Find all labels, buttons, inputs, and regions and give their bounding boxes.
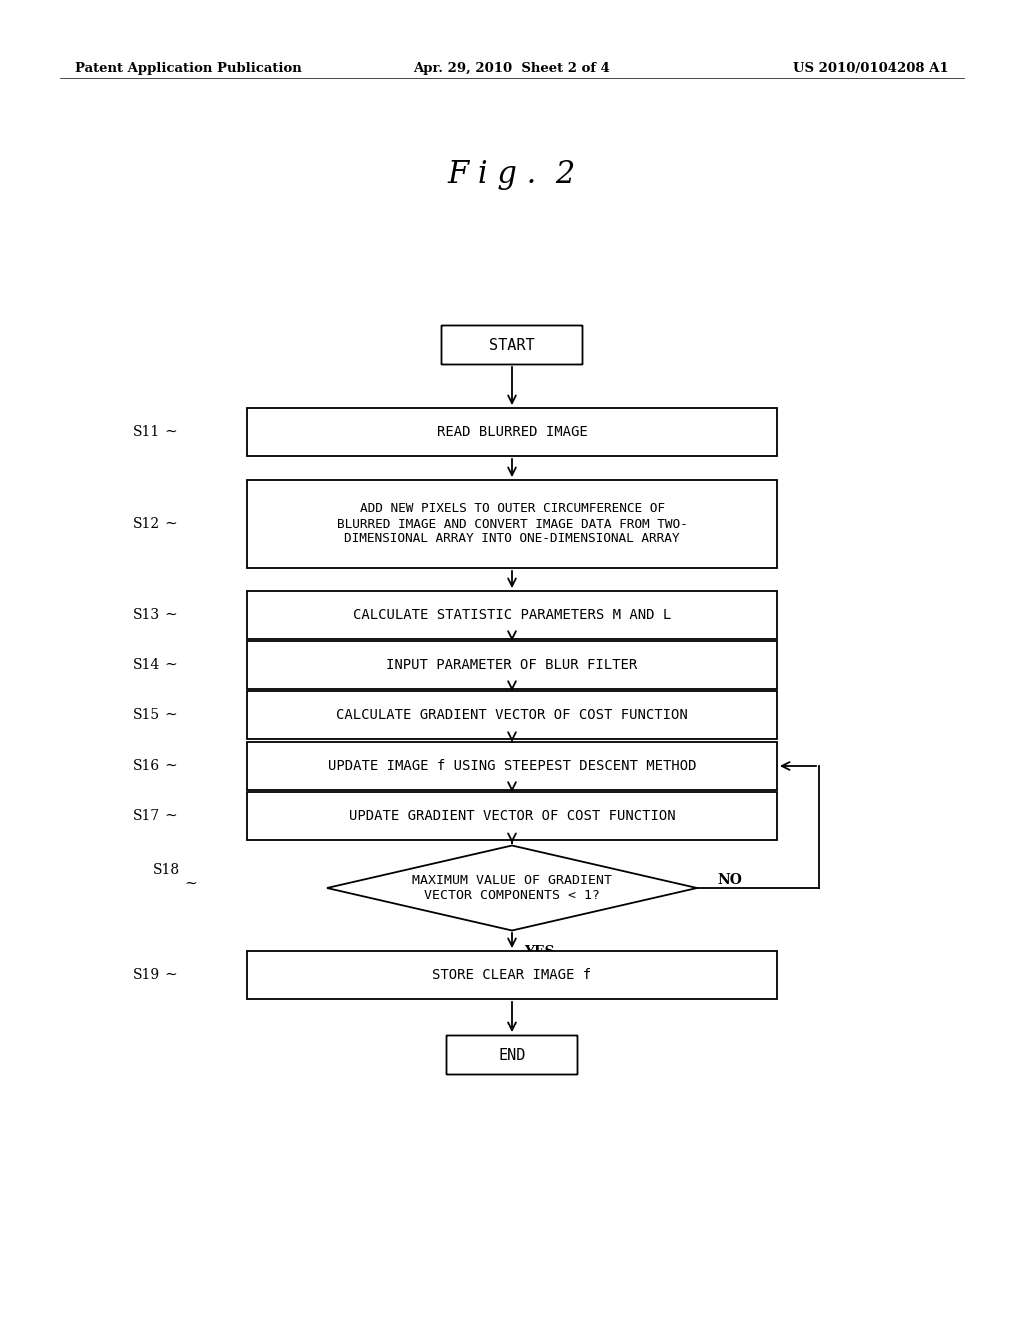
Text: INPUT PARAMETER OF BLUR FILTER: INPUT PARAMETER OF BLUR FILTER	[386, 657, 638, 672]
Polygon shape	[327, 846, 697, 931]
Text: S14: S14	[133, 657, 160, 672]
Text: ∼: ∼	[164, 609, 177, 622]
Text: MAXIMUM VALUE OF GRADIENT
VECTOR COMPONENTS < 1?: MAXIMUM VALUE OF GRADIENT VECTOR COMPONE…	[412, 874, 612, 902]
Text: ∼: ∼	[184, 876, 197, 891]
Text: ∼: ∼	[164, 708, 177, 722]
Text: Apr. 29, 2010  Sheet 2 of 4: Apr. 29, 2010 Sheet 2 of 4	[414, 62, 610, 75]
Text: UPDATE IMAGE f USING STEEPEST DESCENT METHOD: UPDATE IMAGE f USING STEEPEST DESCENT ME…	[328, 759, 696, 774]
Text: YES: YES	[524, 945, 555, 958]
FancyBboxPatch shape	[247, 591, 777, 639]
Text: S15: S15	[133, 708, 160, 722]
Text: NO: NO	[717, 873, 741, 887]
FancyBboxPatch shape	[247, 642, 777, 689]
FancyBboxPatch shape	[446, 1035, 578, 1074]
FancyBboxPatch shape	[247, 480, 777, 568]
Text: F i g .  2: F i g . 2	[447, 160, 577, 190]
Text: END: END	[499, 1048, 525, 1063]
Text: READ BLURRED IMAGE: READ BLURRED IMAGE	[436, 425, 588, 440]
FancyBboxPatch shape	[441, 326, 583, 364]
Text: S11: S11	[133, 425, 160, 440]
Text: ADD NEW PIXELS TO OUTER CIRCUMFERENCE OF
BLURRED IMAGE AND CONVERT IMAGE DATA FR: ADD NEW PIXELS TO OUTER CIRCUMFERENCE OF…	[337, 503, 687, 545]
FancyBboxPatch shape	[247, 950, 777, 999]
Text: S12: S12	[133, 517, 160, 531]
Text: ∼: ∼	[164, 517, 177, 531]
FancyBboxPatch shape	[247, 792, 777, 840]
Text: START: START	[489, 338, 535, 352]
Text: US 2010/0104208 A1: US 2010/0104208 A1	[794, 62, 949, 75]
Text: CALCULATE STATISTIC PARAMETERS M AND L: CALCULATE STATISTIC PARAMETERS M AND L	[353, 609, 671, 622]
Text: S17: S17	[133, 809, 160, 822]
FancyBboxPatch shape	[247, 690, 777, 739]
Text: ∼: ∼	[164, 425, 177, 440]
FancyBboxPatch shape	[247, 742, 777, 789]
Text: S18: S18	[153, 863, 180, 876]
Text: ∼: ∼	[164, 968, 177, 982]
Text: CALCULATE GRADIENT VECTOR OF COST FUNCTION: CALCULATE GRADIENT VECTOR OF COST FUNCTI…	[336, 708, 688, 722]
Text: S16: S16	[133, 759, 160, 774]
Text: ∼: ∼	[164, 759, 177, 774]
Text: STORE CLEAR IMAGE f: STORE CLEAR IMAGE f	[432, 968, 592, 982]
Text: S19: S19	[133, 968, 160, 982]
Text: ∼: ∼	[164, 809, 177, 822]
Text: ∼: ∼	[164, 657, 177, 672]
Text: UPDATE GRADIENT VECTOR OF COST FUNCTION: UPDATE GRADIENT VECTOR OF COST FUNCTION	[349, 809, 675, 822]
Text: Patent Application Publication: Patent Application Publication	[75, 62, 302, 75]
Text: S13: S13	[133, 609, 160, 622]
FancyBboxPatch shape	[247, 408, 777, 455]
